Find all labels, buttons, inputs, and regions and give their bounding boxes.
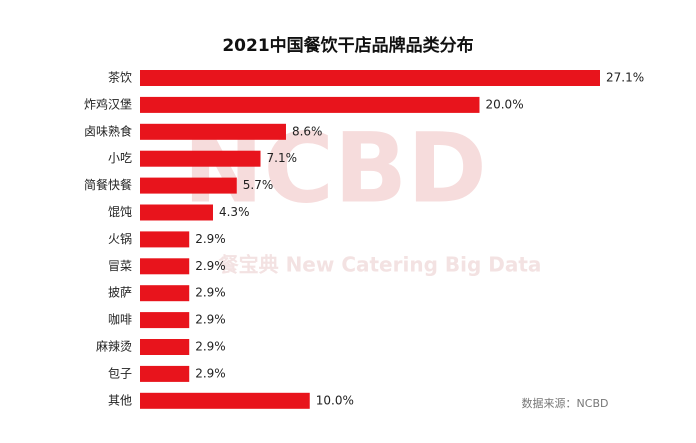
source-note: 数据来源：NCBD <box>522 396 609 410</box>
category-label: 披萨 <box>108 286 132 300</box>
value-label: 8.6% <box>292 124 323 138</box>
value-label: 27.1% <box>606 71 644 85</box>
category-label: 火锅 <box>108 231 132 246</box>
category-label: 麻辣烫 <box>96 339 132 354</box>
value-label: 4.3% <box>219 205 250 219</box>
bar <box>140 70 600 86</box>
value-label: 2.9% <box>195 340 226 354</box>
value-label: 5.7% <box>243 178 273 192</box>
category-label: 其他 <box>108 393 132 407</box>
bar <box>140 150 261 167</box>
category-label: 馄饨 <box>108 205 132 219</box>
bar <box>140 96 480 113</box>
value-label: 7.1% <box>267 151 298 165</box>
value-label: 20.0% <box>485 97 523 111</box>
bar <box>140 312 190 329</box>
value-label: 2.9% <box>195 232 226 246</box>
category-label: 咖啡 <box>108 312 132 327</box>
value-label: 2.9% <box>195 259 226 273</box>
category-label: 冒菜 <box>108 259 132 273</box>
category-label: 包子 <box>108 366 132 380</box>
value-label: 2.9% <box>195 286 226 300</box>
category-label: 小吃 <box>108 151 132 165</box>
category-label: 茶饮 <box>108 70 132 85</box>
value-label: 2.9% <box>195 313 226 327</box>
value-label: 10.0% <box>316 393 354 407</box>
bar <box>140 339 190 355</box>
category-label: 简餐快餐 <box>84 177 132 192</box>
category-label: 卤味熟食 <box>84 123 132 138</box>
watermark: 餐宝典 New Catering Big Data <box>219 253 542 277</box>
chart-title: 2021中国餐饮干店品牌品类分布 <box>222 35 473 56</box>
value-label: 2.9% <box>195 366 226 380</box>
bar <box>140 285 190 302</box>
bar <box>140 365 190 382</box>
bar <box>140 177 237 194</box>
bar <box>140 204 213 221</box>
bar <box>140 392 310 409</box>
bar <box>140 231 190 248</box>
category-label: 炸鸡汉堡 <box>84 96 132 111</box>
bar <box>140 258 190 275</box>
bar <box>140 123 286 140</box>
